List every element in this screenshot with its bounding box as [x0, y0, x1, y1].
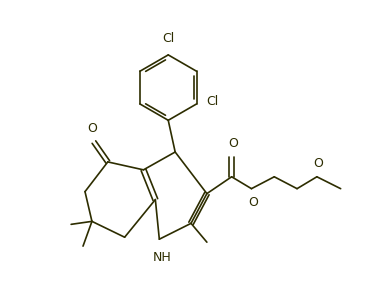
Text: O: O [229, 137, 239, 150]
Text: O: O [249, 196, 258, 209]
Text: Cl: Cl [162, 32, 174, 45]
Text: NH: NH [153, 251, 171, 264]
Text: O: O [87, 122, 97, 135]
Text: Cl: Cl [206, 95, 219, 109]
Text: O: O [313, 157, 323, 170]
